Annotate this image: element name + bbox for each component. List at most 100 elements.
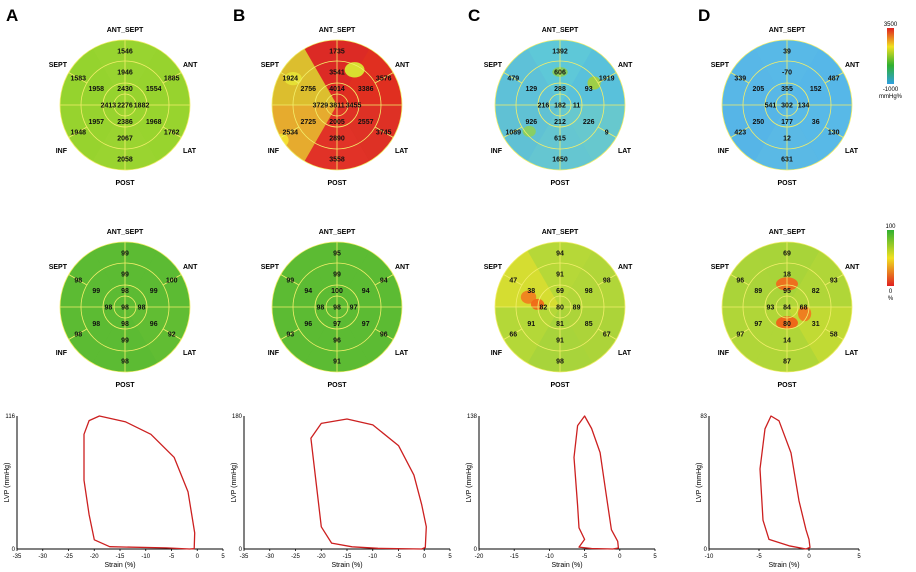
y-min-tick: 0 — [704, 547, 708, 553]
direction-label: ANT_SEPT — [319, 229, 356, 236]
sector-fill — [787, 105, 852, 162]
spoke-line — [68, 274, 88, 286]
segment-value: 82 — [540, 305, 548, 312]
direction-label: ANT — [395, 62, 410, 69]
direction-label: ANT — [845, 62, 860, 69]
y-axis-label: LVP (mmHg) — [4, 463, 11, 503]
x-tick-label: 5 — [221, 554, 225, 560]
efficiency-bullseye: 99 100 92 98 98 98 99 99 96 99 98 99 98 98 98 98 98 ANT_S… — [49, 229, 198, 389]
segment-value: 1089 — [505, 129, 521, 136]
sector-fill — [337, 105, 402, 162]
segment-value: 94 — [380, 278, 388, 285]
segment-value: 96 — [150, 321, 158, 328]
segment-value: 91 — [527, 321, 535, 328]
efficiency-bullseye: 95 94 96 91 93 99 99 94 97 96 96 94 97 97 98 100 98 ANT_S… — [261, 229, 410, 389]
sector-fill — [560, 250, 625, 307]
y-min-tick: 0 — [12, 547, 16, 553]
panel-label: C — [468, 6, 480, 25]
x-axis-label: Strain (%) — [768, 562, 799, 569]
spoke-line — [503, 72, 523, 84]
x-tick-label: -10 — [705, 554, 714, 560]
bullseye-fill — [495, 40, 625, 170]
segment-value: 1957 — [89, 119, 105, 126]
segment-value: 98 — [105, 305, 113, 312]
segment-value: 2005 — [329, 119, 345, 126]
sector-fill — [495, 307, 560, 364]
segment-value: 216 — [538, 103, 550, 110]
sector-fill — [560, 307, 625, 364]
segment-value: 1885 — [164, 76, 180, 83]
spoke-line — [597, 72, 617, 84]
segment-lines — [494, 241, 626, 373]
segment-value: 85 — [585, 321, 593, 328]
direction-label: LAT — [618, 350, 632, 357]
loop-curve — [310, 418, 427, 550]
segment-value: 82 — [812, 288, 820, 295]
segment-value: 1392 — [552, 49, 568, 56]
direction-label: ANT_SEPT — [769, 229, 806, 236]
segment-value: 3386 — [358, 86, 374, 93]
segment-value: 3558 — [329, 156, 345, 163]
segment-value: 81 — [556, 321, 564, 328]
segment-value: 98 — [317, 305, 325, 312]
x-tick-label: -5 — [396, 554, 402, 560]
x-tick-label: -5 — [582, 554, 588, 560]
x-tick-label: -20 — [475, 554, 484, 560]
segment-value: 67 — [603, 331, 611, 338]
y-axis-label: LVP (mmHg) — [466, 463, 473, 503]
segment-value: 3811 — [329, 103, 344, 110]
loop-curve — [83, 415, 196, 550]
y-max-tick: 83 — [700, 414, 707, 420]
segment-value: 91 — [556, 271, 564, 278]
direction-label: SEPT — [261, 62, 280, 69]
segment-value: 97 — [754, 321, 762, 328]
segment-value: 98 — [92, 321, 100, 328]
x-axis-label: Strain (%) — [551, 562, 582, 569]
spoke-line — [68, 328, 88, 340]
segment-value: 98 — [121, 321, 129, 328]
y-axis-label: LVP (mmHg) — [696, 463, 703, 503]
panel-d: D 39 487 130 631 423 339 -70 152 36 12 250 205 134 177… — [696, 6, 903, 569]
direction-label: LAT — [618, 148, 632, 155]
segment-value: 95 — [783, 288, 791, 295]
segment-value: 99 — [121, 271, 129, 278]
work-bullseye: 39 487 130 631 423 339 -70 152 36 12 250 205 134 177 5… — [711, 22, 903, 187]
segment-value: 96 — [380, 331, 388, 338]
segment-value: 250 — [752, 119, 764, 126]
x-tick-label: -30 — [38, 554, 47, 560]
segment-value: 1946 — [117, 69, 133, 76]
segment-value: 98 — [121, 305, 129, 312]
segment-value: 36 — [812, 119, 820, 126]
segment-value: 91 — [333, 358, 341, 365]
panel-b: B 1735 3576 3745 3558 2534 1924 3541 3386 2557 289… — [231, 6, 452, 569]
direction-label: SEPT — [484, 62, 503, 69]
segment-value: 89 — [573, 305, 581, 312]
segment-lines — [721, 241, 853, 373]
panel-label: A — [6, 6, 18, 25]
spoke-line — [162, 328, 182, 340]
direction-label: INF — [491, 350, 503, 357]
spoke-line — [730, 328, 750, 340]
segment-value: 134 — [798, 103, 810, 110]
direction-label: POST — [777, 382, 797, 389]
direction-label: ANT — [395, 264, 410, 271]
direction-label: POST — [115, 180, 135, 187]
direction-label: ANT — [183, 264, 198, 271]
x-tick-label: -25 — [64, 554, 73, 560]
direction-label: SEPT — [49, 264, 68, 271]
efficiency-bullseye: 94 98 67 98 66 47 91 98 85 91 91 38 89 81 82 69 80 ANT_SE… — [484, 229, 633, 389]
segment-value: 1882 — [134, 103, 150, 110]
segment-value: 212 — [554, 119, 566, 126]
segment-value: 1762 — [164, 129, 180, 136]
segment-value: 9 — [605, 129, 609, 136]
segment-value: 98 — [121, 288, 129, 295]
efficiency-colorbar: 100 0% — [885, 224, 896, 302]
sector-fill — [272, 48, 337, 105]
hotspot — [798, 305, 812, 322]
segment-value: 97 — [333, 321, 341, 328]
sector-fill — [337, 250, 402, 307]
spoke-line — [374, 72, 394, 84]
x-tick-label: 0 — [618, 554, 622, 560]
y-min-tick: 0 — [239, 547, 243, 553]
